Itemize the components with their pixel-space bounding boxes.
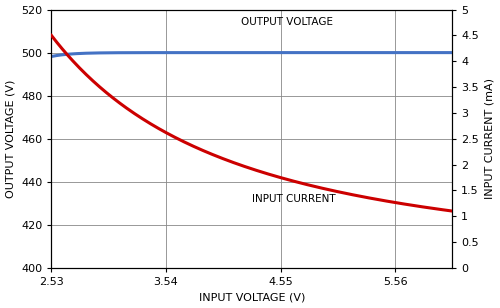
Text: OUTPUT VOLTAGE: OUTPUT VOLTAGE	[241, 18, 333, 27]
X-axis label: INPUT VOLTAGE (V): INPUT VOLTAGE (V)	[198, 292, 305, 302]
Y-axis label: OUTPUT VOLTAGE (V): OUTPUT VOLTAGE (V)	[6, 79, 16, 198]
Text: INPUT CURRENT: INPUT CURRENT	[252, 194, 336, 204]
Y-axis label: INPUT CURRENT (mA): INPUT CURRENT (mA)	[484, 78, 494, 199]
